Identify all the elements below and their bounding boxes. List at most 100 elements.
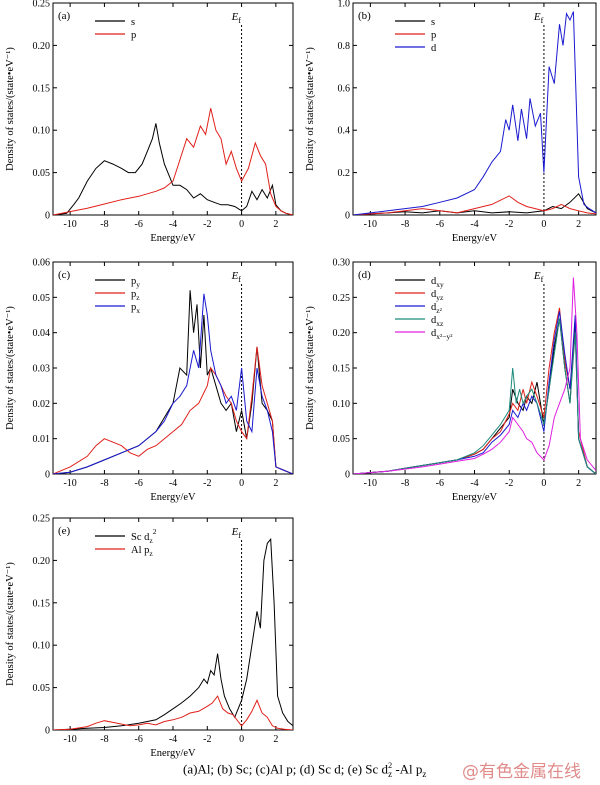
panel-label: (e) <box>58 525 71 537</box>
watermark-text: @有色金属在线 <box>462 762 581 782</box>
x-tick-label: -8 <box>401 478 409 489</box>
chart-panel-b: -10 -8 -6 -4 -2 0 2 0 0.2 0.4 0.6 0.8 1.0 Energy/eV De… <box>305 0 597 244</box>
x-tick-label: -8 <box>401 219 409 230</box>
x-tick-label: 2 <box>576 219 581 230</box>
series-line-d-3 <box>353 318 596 474</box>
legend-label: py <box>131 276 140 289</box>
x-tick-label: -8 <box>100 478 108 489</box>
x-tick-label: 0 <box>239 734 244 745</box>
x-tick-label: -10 <box>364 219 377 230</box>
series-line-e-1 <box>53 695 293 730</box>
x-tick-label: -8 <box>100 734 108 745</box>
y-tick-label: 0.30 <box>333 258 351 269</box>
legend-label: p <box>431 30 436 41</box>
y-tick-label: 0.20 <box>33 556 51 567</box>
x-tick-label: -6 <box>436 219 444 230</box>
chart-panel-a: -10 -8 -6 -4 -2 0 2 0 0.05 0.10 0.15 0.20 0.25 Energy… <box>5 0 294 244</box>
legend-label: p <box>131 30 136 41</box>
x-tick-label: -10 <box>63 734 76 745</box>
legend-label: Al pz <box>131 545 153 558</box>
x-tick-label: -10 <box>63 478 76 489</box>
legend-label: d <box>431 43 437 54</box>
x-tick-label: -4 <box>470 219 478 230</box>
x-tick-label: -4 <box>169 734 177 745</box>
y-tick-label: 0.20 <box>333 328 351 339</box>
legend-label: dxz <box>431 315 444 328</box>
series-line-c-2 <box>53 293 293 474</box>
y-tick-label: 0.15 <box>333 364 351 375</box>
x-axis-label: Energy/eV <box>150 492 196 503</box>
x-axis-label: Energy/eV <box>452 492 498 503</box>
x-tick-label: -6 <box>436 478 444 489</box>
legend-label: Sc dz2 <box>131 527 157 545</box>
fermi-level-label: Ef <box>231 526 242 540</box>
x-tick-label: -4 <box>169 219 177 230</box>
series-line-d-2 <box>353 311 596 474</box>
x-tick-label: 0 <box>239 219 244 230</box>
legend-label: dx²−y² <box>431 328 453 341</box>
x-tick-label: -6 <box>135 478 143 489</box>
x-tick-label: 0 <box>541 478 546 489</box>
y-tick-label: 0 <box>45 211 50 222</box>
y-tick-label: 0.10 <box>33 126 51 137</box>
x-tick-label: -2 <box>505 478 513 489</box>
y-tick-label: 0 <box>45 726 50 737</box>
x-tick-label: -8 <box>100 219 108 230</box>
chart-panel-d: -10 -8 -6 -4 -2 0 2 0 0.05 0.10 0.15 0.20 0.25 0.30 En… <box>305 258 597 503</box>
y-tick-label: 0 <box>345 211 350 222</box>
x-tick-label: -2 <box>203 219 211 230</box>
y-axis-label: Density of states/(state•eV⁻¹) <box>5 562 16 686</box>
y-tick-label: 0.15 <box>33 598 51 609</box>
chart-panel-e: -10 -8 -6 -4 -2 0 2 0 0.05 0.10 0.15 0.20 0.25 Energy… <box>5 514 294 759</box>
legend-label: dz² <box>431 302 443 315</box>
panel-label: (a) <box>58 10 71 22</box>
y-tick-label: 0.04 <box>33 328 51 339</box>
x-tick-label: -6 <box>135 219 143 230</box>
y-axis-label: Density of states/(state•eV⁻¹) <box>5 47 16 171</box>
x-tick-label: -2 <box>203 734 211 745</box>
y-tick-label: 0.06 <box>33 258 51 269</box>
caption-text: (a)Al; (b) Sc; (c)Al p; (d) Sc d; (e) Sc… <box>183 761 427 779</box>
y-tick-label: 0.10 <box>33 641 51 652</box>
legend-label: s <box>131 17 135 28</box>
plot-frame <box>352 2 597 216</box>
x-tick-label: -4 <box>169 478 177 489</box>
fermi-level-label: Ef <box>231 270 242 284</box>
x-tick-label: -2 <box>505 219 513 230</box>
y-tick-label: 0 <box>45 470 50 481</box>
figure-caption: (a)Al; (b) Sc; (c)Al p; (d) Sc d; (e) Sc… <box>0 757 600 782</box>
panel-label: (d) <box>358 269 371 281</box>
y-tick-label: 0.15 <box>33 83 51 94</box>
chart-panel-c: -10 -8 -6 -4 -2 0 2 0 0.01 0.02 0.03 0.04 0.05 0.06 En… <box>5 258 294 503</box>
x-tick-label: 0 <box>239 478 244 489</box>
fermi-level-label: Ef <box>231 11 242 25</box>
series-line-c-0 <box>53 290 293 474</box>
series-line-b-1 <box>353 195 596 215</box>
x-tick-label: 2 <box>273 734 278 745</box>
legend-label: s <box>431 17 435 28</box>
y-tick-label: 0 <box>345 470 350 481</box>
y-axis-label: Density of states/(state•eV⁻¹) <box>5 306 16 430</box>
series-line-d-4 <box>353 277 596 474</box>
y-tick-label: 0.02 <box>33 399 51 410</box>
series-line-a-0 <box>53 123 293 215</box>
y-tick-label: 1.0 <box>338 0 351 10</box>
fermi-level-label: Ef <box>533 11 544 25</box>
x-tick-label: -4 <box>470 478 478 489</box>
legend-label: dyz <box>431 289 444 302</box>
series-line-c-1 <box>53 346 293 474</box>
x-tick-label: -2 <box>203 478 211 489</box>
x-axis-label: Energy/eV <box>150 748 196 759</box>
y-tick-label: 0.03 <box>33 364 51 375</box>
y-tick-label: 0.05 <box>33 683 51 694</box>
x-tick-label: -6 <box>135 734 143 745</box>
panel-label: (b) <box>358 10 371 22</box>
legend-label: pz <box>131 289 140 302</box>
panel-label: (c) <box>58 269 71 281</box>
x-tick-label: 0 <box>541 219 546 230</box>
series-line-b-0 <box>353 192 596 215</box>
x-axis-label: Energy/eV <box>150 233 196 244</box>
y-tick-label: 0.01 <box>33 434 51 445</box>
legend-label: px <box>131 302 140 315</box>
